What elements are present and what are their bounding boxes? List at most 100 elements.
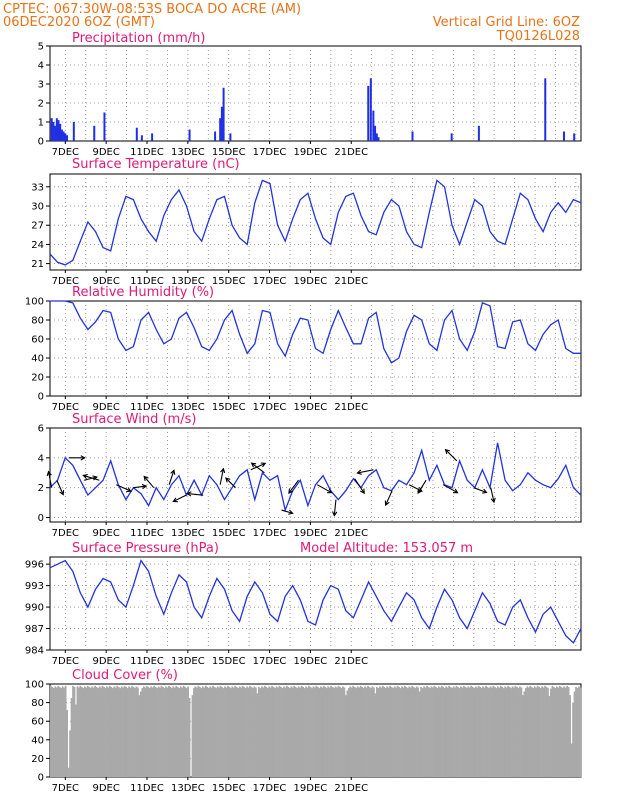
rh-xtick-label: 7DEC [52,402,79,413]
cloud-bar [91,686,94,777]
cloud-bar [492,685,495,777]
cloud-bar [493,686,496,777]
cloud-bar [255,687,257,777]
pres-xtick-label: 21DEC [334,656,368,667]
cloud-bar [193,688,195,777]
rh-line [50,300,581,364]
wind-arrow-head [327,488,333,494]
cloud-bar [128,686,130,777]
cloud-bar [572,702,574,777]
cloud-bar [80,686,83,777]
cloud-ytick-label: 100 [25,680,44,691]
cloud-bar [107,687,110,777]
cloud-bar [284,687,287,777]
cloud-bar [306,687,309,777]
wind-arrow [288,479,299,494]
cloud-bar [442,686,445,777]
cloud-bar [499,685,502,777]
cloud-bar [519,686,521,777]
panels: Precipitation (mm/h)7DEC 9DEC 11DEC 13DEC 15… [25,31,582,794]
precip-xtick-label: 13DEC [171,147,205,158]
cloud-bar [159,687,161,777]
cloud-bar [60,688,63,777]
cloud-bar [445,686,448,777]
cloud-bar [480,688,483,777]
cloud-bar [383,686,386,777]
pres-xtick-label: 7DEC [52,656,79,667]
cloud-bar [168,685,170,777]
wind-arrow-head [46,470,52,477]
cloud-bar [188,697,191,777]
cloud-bar [272,686,275,777]
cloud-bar [288,688,291,777]
cloud-bar [520,687,523,777]
cloud-xtick-label: 15DEC [212,783,246,794]
cloud-bar [113,686,116,777]
cloud-bar [291,687,294,777]
cloud-bar [566,685,569,777]
rh-xtick-label: 21DEC [334,402,368,413]
precip-xtick-label: 7DEC [52,147,79,158]
wind-frame [49,427,582,523]
temp-xtick-label: 19DEC [294,276,328,287]
cloud-bar [235,686,238,777]
cloud-bar [511,686,514,777]
cloud-xtick-label: 11DEC [130,783,164,794]
rh-frame [49,300,582,397]
temp-xtick-label: 15DEC [212,276,246,287]
wind-arrow [56,479,65,496]
cloud-bar [552,686,555,777]
cloud-bar [514,685,517,777]
cloud-bar [433,685,436,777]
temp-xtick-label: 11DEC [130,276,164,287]
cloud-bar [573,691,576,777]
cloud-bar [526,686,529,777]
cloud-bar [151,687,154,777]
wind-xtick-label: 21DEC [334,528,368,539]
cloud-bar [316,686,319,777]
cloud-bar [409,687,412,777]
cloud-bar [488,688,490,777]
cloud-bar [297,686,300,777]
cloud-bar [110,686,113,777]
precip-bar [55,118,58,141]
cloud-bar [157,686,160,777]
cloud-bar [145,685,148,777]
cloud-bar [290,686,293,777]
wind-arrow-head [225,477,231,483]
cloud-bar [468,687,471,777]
wind-ytick-label: 4 [38,453,44,464]
temp-xtick-label: 17DEC [253,276,287,287]
cloud-bar [294,686,297,777]
wind-panel: Surface Wind (m/s) 7DEC 9DEC 11DEC 13DEC 15DE… [38,412,582,539]
cloud-bar [109,685,111,777]
wind-arrow-head [360,488,365,495]
cloud-bar [364,686,366,777]
cloud-bar [266,688,269,777]
rh-title: Relative Humidity (%) [72,285,214,300]
precip-bar [220,106,223,141]
precip-ytick-label: 2 [38,99,44,110]
cloud-bar [395,687,397,777]
cloud-bar [229,688,232,777]
cloud-bar [579,687,582,777]
pres-panel: Surface Pressure (hPa) 7DEC 9DEC 11DEC 13DEC… [25,541,582,667]
cloud-bar [51,686,54,777]
cloud-bar [527,687,530,777]
cloud-bar [234,685,237,777]
wind-arrow [354,478,365,495]
cloud-bar [461,687,464,777]
cloud-bar [181,687,184,777]
cloud-bar [561,688,564,777]
precip-bar [229,133,232,141]
precip-bar [367,85,370,141]
cloud-bar [452,686,455,777]
cloud-bar [465,688,468,777]
cloud-bar [142,686,145,777]
cloud-ytick-label: 40 [31,735,44,746]
cloud-bar [427,686,430,777]
cloud-bar [476,687,479,777]
pres-ytick-label: 984 [25,646,44,657]
cloud-bar [496,686,499,777]
cloud-bar [227,685,229,777]
